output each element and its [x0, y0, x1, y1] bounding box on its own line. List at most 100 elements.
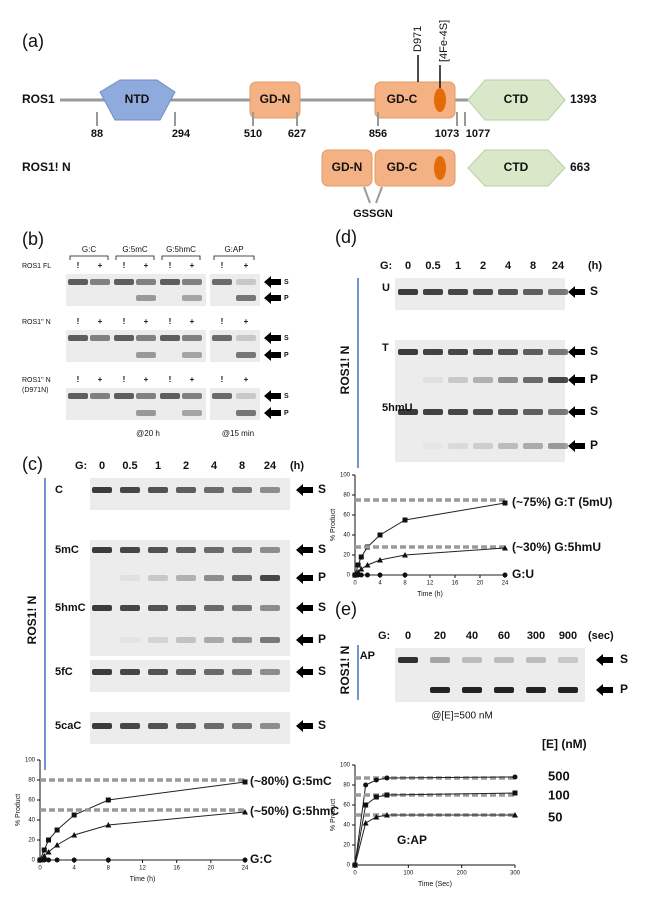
label: ROS1! N — [22, 160, 71, 174]
label: (D971N) — [22, 387, 48, 394]
y-tick-label: 40 — [28, 818, 35, 824]
label: 1073 — [435, 128, 459, 140]
gel-band — [148, 487, 168, 493]
panel-label: (a) — [22, 31, 44, 51]
arrow — [296, 666, 313, 678]
label: + — [244, 375, 249, 384]
arrow — [568, 374, 585, 386]
fit-line — [354, 502, 506, 576]
label: CTD — [504, 160, 529, 174]
label: 5mC — [55, 544, 79, 556]
gel-band — [398, 289, 418, 295]
gel-band — [260, 605, 280, 611]
gel-band — [90, 393, 110, 399]
x-tick-label: 16 — [173, 866, 180, 872]
gel-band — [136, 352, 156, 358]
gel-band — [473, 377, 493, 383]
label: 24 — [552, 260, 565, 272]
gel-band — [526, 687, 546, 693]
data-point — [71, 857, 77, 863]
fit-line — [39, 781, 246, 861]
gel-band — [494, 657, 514, 663]
panel-label: (c) — [22, 454, 43, 474]
label: P — [284, 295, 289, 302]
x-tick-label: 8 — [403, 581, 407, 587]
label: + — [244, 261, 249, 270]
label: @20 h — [136, 429, 160, 438]
label: GD-C — [387, 92, 418, 106]
data-point — [402, 552, 408, 558]
label: U — [382, 282, 390, 294]
gel-band — [498, 377, 518, 383]
gel-band — [232, 669, 252, 675]
label: 24 — [264, 460, 277, 472]
gel-band — [114, 279, 134, 285]
arrow — [296, 602, 313, 614]
data-point — [46, 837, 52, 843]
label: GD-N — [332, 160, 363, 174]
gel-band — [498, 349, 518, 355]
gel-band — [204, 547, 224, 553]
gel-band — [176, 487, 196, 493]
x-tick-label: 300 — [510, 871, 521, 877]
label: S — [284, 279, 289, 286]
gel-band — [68, 279, 88, 285]
gel-band — [236, 295, 256, 301]
label: ROS1! N — [25, 596, 39, 645]
x-tick-label: 20 — [477, 581, 484, 587]
data-point — [402, 517, 408, 523]
gel-band — [423, 377, 443, 383]
cluster-icon — [434, 156, 446, 180]
label: 5hmC — [55, 602, 86, 614]
gel — [395, 648, 585, 702]
gel-band — [448, 377, 468, 383]
label: P — [284, 352, 289, 359]
gel-band — [176, 547, 196, 553]
gel-band — [68, 335, 88, 341]
gel-band — [92, 547, 112, 553]
label: 8 — [239, 460, 245, 472]
label: 5hmU — [382, 402, 413, 414]
gel-band — [92, 669, 112, 675]
label: P — [318, 570, 326, 584]
x-tick-label: 200 — [457, 871, 468, 877]
gel-band — [423, 289, 443, 295]
gel-band — [448, 289, 468, 295]
gel-band — [523, 409, 543, 415]
data-point — [41, 857, 47, 863]
rule — [375, 186, 383, 204]
fit-line — [354, 547, 506, 576]
y-tick-label: 20 — [28, 838, 35, 844]
gel-band — [260, 575, 280, 581]
gel-band — [120, 575, 140, 581]
label: 1077 — [466, 128, 490, 140]
label: 5caC — [55, 720, 81, 732]
gel-band — [148, 723, 168, 729]
label: ROS1! N — [338, 646, 352, 695]
cluster-icon — [434, 88, 446, 112]
gel-band — [398, 657, 418, 663]
data-point — [373, 777, 379, 783]
gel-band — [182, 352, 202, 358]
label: 8 — [530, 260, 536, 272]
series-label: (~75%) G:T (5mU) — [512, 495, 612, 509]
y-tick-label: 60 — [28, 798, 35, 804]
label: S — [590, 284, 598, 298]
arrow — [568, 286, 585, 298]
label: G: — [380, 260, 392, 272]
gel-band — [182, 335, 202, 341]
y-tick-label: 0 — [347, 863, 351, 869]
gel-band — [120, 487, 140, 493]
label: + — [98, 317, 103, 326]
series-label: (~50%) G:5hmC — [250, 804, 339, 818]
label: 1393 — [570, 92, 597, 106]
label: 0 — [405, 630, 411, 642]
label: ! — [123, 317, 126, 326]
label: GD-C — [387, 160, 418, 174]
gel-band — [136, 279, 156, 285]
arrow — [296, 544, 313, 556]
arrow — [264, 332, 281, 344]
data-point — [365, 572, 370, 578]
lane-label: AP — [360, 650, 375, 662]
